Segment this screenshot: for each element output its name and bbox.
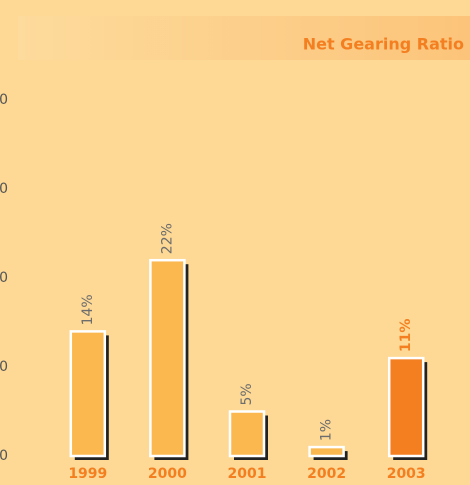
data-label: 22% — [159, 223, 175, 254]
y-tick-label: 30 — [0, 181, 8, 197]
title-band — [18, 16, 470, 60]
y-tick-label: 10 — [0, 359, 8, 375]
bar — [228, 410, 266, 458]
data-label: 5% — [239, 383, 255, 405]
data-label: 14% — [80, 294, 96, 325]
bar — [308, 445, 345, 458]
x-tick-label: 1999 — [68, 466, 107, 482]
x-tick-label: 2003 — [387, 466, 426, 482]
y-tick-label: 20 — [0, 270, 8, 286]
x-tick-label: 2002 — [307, 466, 346, 482]
data-label: 11% — [398, 319, 414, 353]
bar — [149, 258, 186, 458]
y-tick-label: 0 — [0, 448, 8, 464]
x-tick-label: 2001 — [228, 466, 267, 482]
bar — [387, 356, 425, 458]
y-tick-label: 40 — [0, 92, 8, 108]
data-label: 1% — [319, 419, 335, 441]
bar — [69, 330, 107, 458]
chart-title: Net Gearing Ratio — [303, 35, 464, 54]
x-tick-label: 2000 — [148, 466, 187, 482]
